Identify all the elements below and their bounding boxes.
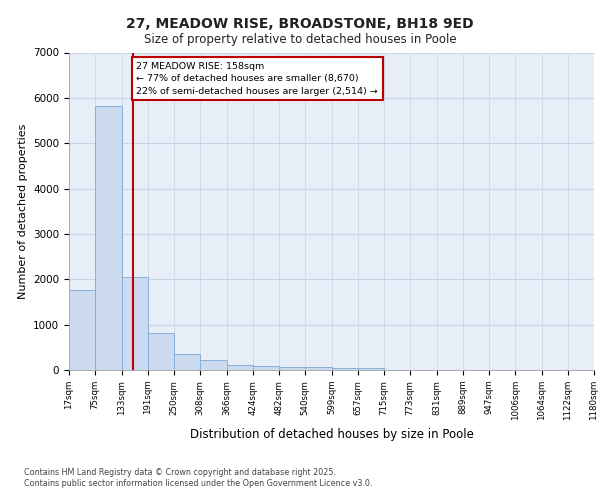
- Bar: [121, 276, 148, 370]
- Text: Size of property relative to detached houses in Poole: Size of property relative to detached ho…: [143, 32, 457, 46]
- X-axis label: Distribution of detached houses by size in Poole: Distribution of detached houses by size …: [190, 428, 473, 442]
- Y-axis label: Number of detached properties: Number of detached properties: [17, 124, 28, 299]
- Bar: [305, 368, 331, 370]
- Bar: [200, 360, 227, 370]
- Bar: [358, 368, 384, 370]
- Bar: [253, 366, 279, 370]
- Bar: [227, 365, 253, 370]
- Text: Contains HM Land Registry data © Crown copyright and database right 2025.
Contai: Contains HM Land Registry data © Crown c…: [24, 468, 373, 487]
- Bar: [279, 366, 305, 370]
- Bar: [95, 106, 121, 370]
- Bar: [148, 333, 174, 370]
- Text: 27, MEADOW RISE, BROADSTONE, BH18 9ED: 27, MEADOW RISE, BROADSTONE, BH18 9ED: [126, 18, 474, 32]
- Bar: [69, 290, 95, 370]
- Bar: [174, 354, 200, 370]
- Bar: [331, 368, 358, 370]
- Text: 27 MEADOW RISE: 158sqm
← 77% of detached houses are smaller (8,670)
22% of semi-: 27 MEADOW RISE: 158sqm ← 77% of detached…: [136, 62, 378, 96]
